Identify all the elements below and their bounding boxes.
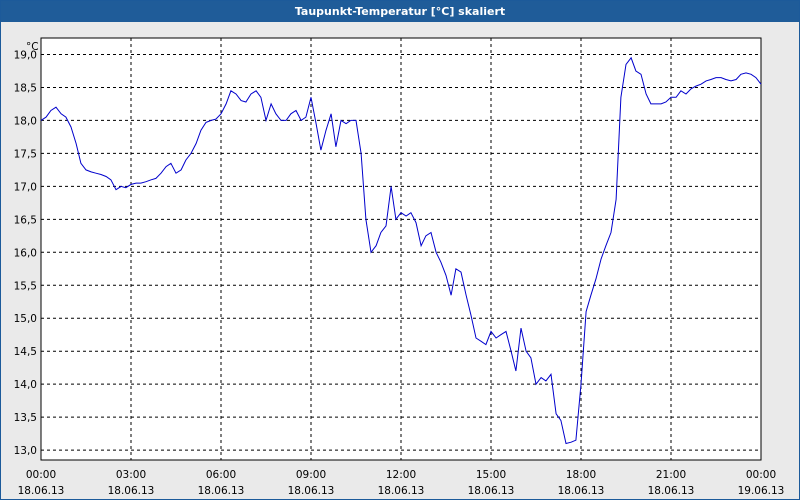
y-axis-label: °C [26,41,39,53]
window-title-text: Taupunkt-Temperatur [°C] skaliert [294,5,506,18]
y-tick-label: 16,5 [14,214,37,226]
y-tick-label: 13,5 [14,412,37,424]
y-tick-label: 19,0 [14,49,37,61]
x-tick-time: 09:00 [296,469,326,481]
x-tick-time: 18:00 [566,469,596,481]
x-tick-date: 18.06.13 [648,485,695,497]
x-tick-time: 00:00 [26,469,56,481]
y-tick-label: 15,0 [14,313,37,325]
series-line [40,56,762,445]
y-tick-label: 17,0 [14,181,37,193]
x-tick-date: 18.06.13 [468,485,515,497]
x-tick-time: 21:00 [656,469,686,481]
y-tick-label: 18,0 [14,115,37,127]
x-tick-date: 19.06.13 [738,485,785,497]
y-axis-ticks: 13,0 13,5 14,0 14,5 15,0 15,5 16,0 16,5 17,0 17,5… [14,49,37,457]
y-tick-label: 14,0 [14,379,37,391]
x-tick-date: 18.06.13 [18,485,65,497]
x-tick-date: 18.06.13 [558,485,605,497]
x-tick-date: 18.06.13 [108,485,155,497]
y-tick-label: 16,0 [14,247,37,259]
y-tick-label: 15,5 [14,280,37,292]
x-tick-date: 18.06.13 [198,485,245,497]
x-tick-time: 15:00 [476,469,506,481]
x-tick-time: 03:00 [116,469,146,481]
x-tick-time: 12:00 [386,469,416,481]
window-title: Taupunkt-Temperatur [°C] skaliert [1,1,799,22]
x-tick-time: 00:00 [746,469,776,481]
y-tick-label: 13,0 [14,445,37,457]
y-tick-label: 14,5 [14,346,37,358]
x-tick-date: 18.06.13 [378,485,425,497]
x-tick-time: 06:00 [206,469,236,481]
x-axis-ticks: 00:00 18.06.13 03:00 18.06.13 06:00 18.06.13 0… [18,469,785,497]
grid [41,38,761,460]
y-tick-label: 18,5 [14,82,37,94]
y-tick-label: 17,5 [14,148,37,160]
x-tick-date: 18.06.13 [288,485,335,497]
